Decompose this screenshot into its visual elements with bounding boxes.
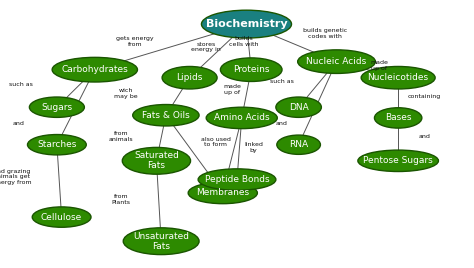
Text: Sugars: Sugars	[41, 103, 73, 112]
Text: Biochemistry: Biochemistry	[206, 19, 287, 29]
Text: DNA: DNA	[289, 103, 309, 112]
Text: Pentose Sugars: Pentose Sugars	[363, 156, 433, 165]
Text: and: and	[13, 121, 25, 126]
Text: gets energy
from: gets energy from	[116, 36, 154, 47]
Text: containing: containing	[408, 94, 441, 99]
Ellipse shape	[123, 228, 199, 255]
Ellipse shape	[374, 108, 422, 128]
Text: Starches: Starches	[37, 140, 77, 149]
Ellipse shape	[206, 107, 277, 129]
Ellipse shape	[32, 207, 91, 227]
Text: wich
may be: wich may be	[114, 88, 137, 99]
Text: and grazing
animals get
energy from: and grazing animals get energy from	[0, 169, 31, 185]
Ellipse shape	[122, 147, 191, 174]
Text: Nucleic Acids: Nucleic Acids	[306, 57, 367, 66]
Text: from
Plants: from Plants	[111, 194, 130, 205]
Text: Fats & Oils: Fats & Oils	[142, 111, 190, 120]
Text: Lipids: Lipids	[176, 73, 203, 82]
Text: also used
to form: also used to form	[201, 137, 231, 147]
Text: RNA: RNA	[289, 140, 308, 149]
Text: builds
cells with: builds cells with	[229, 36, 259, 47]
Ellipse shape	[27, 135, 86, 155]
Text: Membranes: Membranes	[196, 188, 249, 198]
Text: Proteins: Proteins	[233, 65, 270, 74]
Ellipse shape	[188, 182, 257, 204]
Ellipse shape	[162, 66, 217, 89]
Ellipse shape	[298, 50, 375, 73]
Text: builds genetic
codes with: builds genetic codes with	[302, 28, 347, 39]
Ellipse shape	[361, 66, 435, 89]
Text: Amino Acids: Amino Acids	[214, 113, 270, 122]
Text: stores
energy in: stores energy in	[191, 42, 221, 52]
Ellipse shape	[201, 10, 292, 38]
Text: from
animals: from animals	[109, 131, 133, 142]
Ellipse shape	[277, 135, 320, 154]
Text: such as: such as	[270, 79, 294, 84]
Ellipse shape	[52, 57, 137, 82]
Text: and: and	[275, 121, 287, 126]
Text: and: and	[418, 134, 430, 139]
Text: Peptide Bonds: Peptide Bonds	[205, 175, 269, 184]
Ellipse shape	[29, 97, 84, 117]
Text: Bases: Bases	[385, 113, 411, 122]
Text: made
up of: made up of	[223, 84, 241, 95]
Text: Saturated
Fats: Saturated Fats	[134, 151, 179, 170]
Ellipse shape	[220, 58, 282, 81]
Text: made
up of: made up of	[370, 60, 388, 71]
Text: linked
by: linked by	[244, 142, 263, 153]
Text: such as: such as	[9, 82, 33, 87]
Ellipse shape	[198, 169, 276, 190]
Ellipse shape	[133, 105, 199, 126]
Ellipse shape	[358, 150, 438, 172]
Text: Nucleicotides: Nucleicotides	[368, 73, 428, 82]
Ellipse shape	[276, 97, 321, 117]
Text: Unsaturated
Fats: Unsaturated Fats	[133, 232, 189, 251]
Text: Carbohydrates: Carbohydrates	[62, 65, 128, 74]
Text: Cellulose: Cellulose	[41, 213, 82, 222]
